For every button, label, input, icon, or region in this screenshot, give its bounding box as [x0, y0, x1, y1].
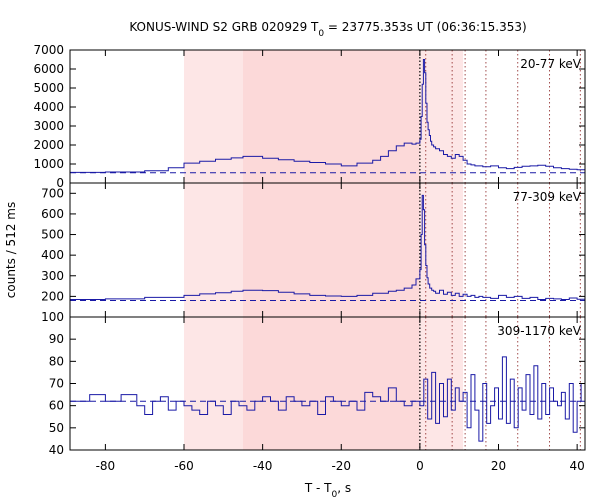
chart-title: KONUS-WIND S2 GRB 020929 T0 = 23775.353s…: [129, 20, 526, 39]
y-tick-label: 7000: [33, 43, 64, 57]
y-tick-label: 80: [49, 354, 64, 368]
x-axis-label-subscript: 0: [332, 490, 338, 500]
y-tick-label: 700: [41, 186, 64, 200]
y-tick-label: 200: [41, 289, 64, 303]
energy-band-label: 20-77 keV: [520, 57, 582, 71]
x-tick-label: 40: [569, 459, 584, 473]
y-tick-label: 40: [49, 443, 64, 457]
x-axis-label: T - T0, s: [304, 481, 351, 500]
x-tick-label: 20: [491, 459, 506, 473]
x-tick-label: -80: [96, 459, 116, 473]
y-tick-label: 90: [49, 332, 64, 346]
x-tick-label: -20: [331, 459, 351, 473]
y-tick-label: 400: [41, 248, 64, 262]
panel-1: 100 200 300 400 500 600 700 77-309 keV: [41, 182, 586, 324]
y-tick-label: 3000: [33, 119, 64, 133]
energy-band-label: 309-1170 keV: [497, 324, 581, 338]
chart-title-main: KONUS-WIND S2 GRB 020929 T: [129, 20, 319, 34]
y-tick-label: 6000: [33, 62, 64, 76]
x-tick-label: 0: [416, 459, 424, 473]
x-tick-label: -40: [253, 459, 273, 473]
y-tick-label: 70: [49, 377, 64, 391]
x-axis-label-tail: , s: [337, 481, 351, 495]
panel-0: 0 1000 2000 3000 4000 5000 6000 7000 20-77 keV: [33, 43, 586, 190]
energy-band-label: 77-309 keV: [513, 190, 582, 204]
y-axis-label: counts / 512 ms: [4, 202, 18, 298]
y-tick-label: 500: [41, 228, 64, 242]
shaded-region-2: [419, 50, 464, 183]
shaded-region-1: [242, 50, 420, 183]
y-tick-label: 50: [49, 421, 64, 435]
chart-title-subscript: 0: [318, 29, 324, 39]
y-tick-label: 1000: [33, 157, 64, 171]
series-line: [70, 59, 586, 173]
shaded-region-2: [419, 183, 464, 317]
shaded-region-1: [242, 317, 420, 450]
y-tick-label: 4000: [33, 100, 64, 114]
y-tick-label: 300: [41, 269, 64, 283]
y-tick-label: 100: [41, 310, 64, 324]
y-tick-label: 0: [56, 176, 64, 190]
shaded-region-0: [184, 183, 243, 317]
series-line: [70, 194, 586, 300]
x-axis-label-main: T - T: [304, 481, 332, 495]
y-tick-label: 60: [49, 399, 64, 413]
shaded-region-0: [184, 317, 243, 450]
x-tick-label: -60: [174, 459, 194, 473]
panel-2: 40 50 60 70 80 90 309-1170 keV: [49, 316, 586, 457]
series-line: [70, 356, 586, 442]
shaded-region-1: [242, 183, 420, 317]
y-tick-label: 600: [41, 207, 64, 221]
y-tick-label: 5000: [33, 81, 64, 95]
chart-title-tail: = 23775.353s UT (06:36:15.353): [324, 20, 527, 34]
y-tick-label: 2000: [33, 138, 64, 152]
